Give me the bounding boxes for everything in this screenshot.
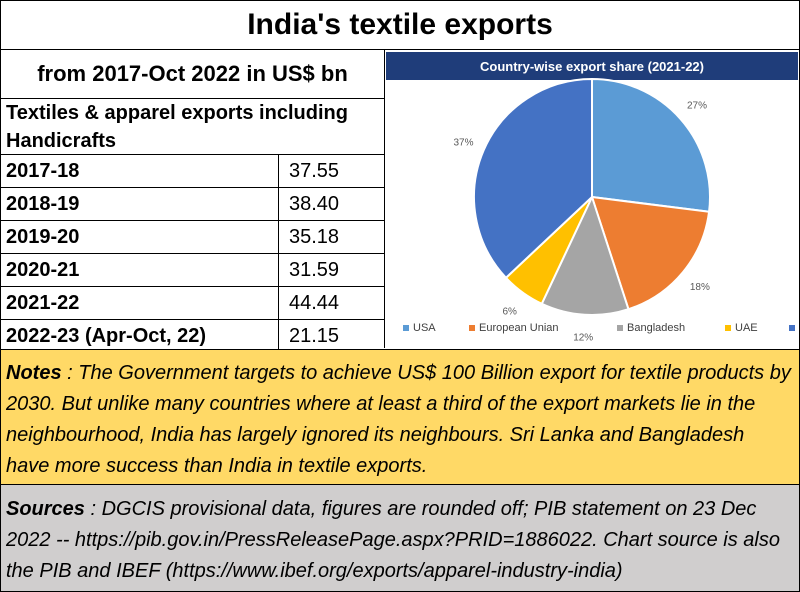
export-table: from 2017-Oct 2022 in US$ bn Textiles & … <box>1 50 385 352</box>
row-value: 31.59 <box>289 258 340 281</box>
legend-swatch <box>617 325 623 331</box>
row-value: 37.55 <box>289 159 340 182</box>
table-row: 2018-19 38.40 <box>1 188 384 221</box>
table-row: 2020-21 31.59 <box>1 254 384 287</box>
row-value: 21.15 <box>289 324 340 347</box>
table-body: 2017-18 37.55 2018-19 38.40 2019-20 35.18 2020… <box>1 155 384 352</box>
row-value: 38.40 <box>289 192 340 215</box>
sources-label: Sources <box>6 498 85 520</box>
slice-data-label: 27% <box>687 100 707 111</box>
legend-entry: USA <box>413 322 436 334</box>
slice-data-label: 18% <box>690 282 710 293</box>
pie-chart: 27% 18% 12% 6% 37% USA European Unian Banglades… <box>403 77 795 344</box>
sources-text: : DGCIS provisional data, figures are ro… <box>6 498 780 582</box>
row-value: 44.44 <box>289 291 340 314</box>
pie-slice-others <box>473 77 593 280</box>
pie-slice-usa <box>591 77 711 213</box>
table-row: 2019-20 35.18 <box>1 221 384 254</box>
sources-box: Sources : DGCIS provisional data, figure… <box>1 485 799 591</box>
table-header: Textiles & apparel exports including Han… <box>1 99 384 155</box>
legend-entry: European Unian <box>479 322 559 334</box>
notes-box: Notes : The Government targets to achiev… <box>1 349 799 485</box>
page-title: India's textile exports <box>1 1 799 50</box>
row-year: 2021-22 <box>1 287 279 319</box>
row-year: 2017-18 <box>1 155 279 187</box>
row-value: 35.18 <box>289 225 340 248</box>
pie-slice-bangladesh <box>540 194 630 316</box>
chart-title: Country-wise export share (2021-22) <box>386 52 798 80</box>
pie-chart-panel: Country-wise export share (2021-22) 27% 1… <box>385 50 799 348</box>
legend-swatch <box>469 325 475 331</box>
row-year: 2022-23 (Apr-Oct, 22) <box>1 320 279 352</box>
legend-swatch <box>725 325 731 331</box>
row-year: 2020-21 <box>1 254 279 286</box>
slice-data-label: 6% <box>502 306 517 317</box>
legend-swatch <box>403 325 409 331</box>
notes-label: Notes <box>6 362 62 384</box>
legend-swatch <box>789 325 795 331</box>
table-row: 2021-22 44.44 <box>1 287 384 320</box>
table-subtitle: from 2017-Oct 2022 in US$ bn <box>1 50 384 99</box>
table-row: 2017-18 37.55 <box>1 155 384 188</box>
slice-data-label: 12% <box>573 333 593 344</box>
legend-entry: Bangladesh <box>627 322 685 334</box>
notes-text: : The Government targets to achieve US$ … <box>6 362 791 477</box>
slice-data-label: 37% <box>454 137 474 148</box>
row-year: 2018-19 <box>1 188 279 220</box>
table-row: 2022-23 (Apr-Oct, 22) 21.15 <box>1 320 384 352</box>
legend-entry: UAE <box>735 322 758 334</box>
row-year: 2019-20 <box>1 221 279 253</box>
pie-slice-european-unian <box>590 195 711 311</box>
